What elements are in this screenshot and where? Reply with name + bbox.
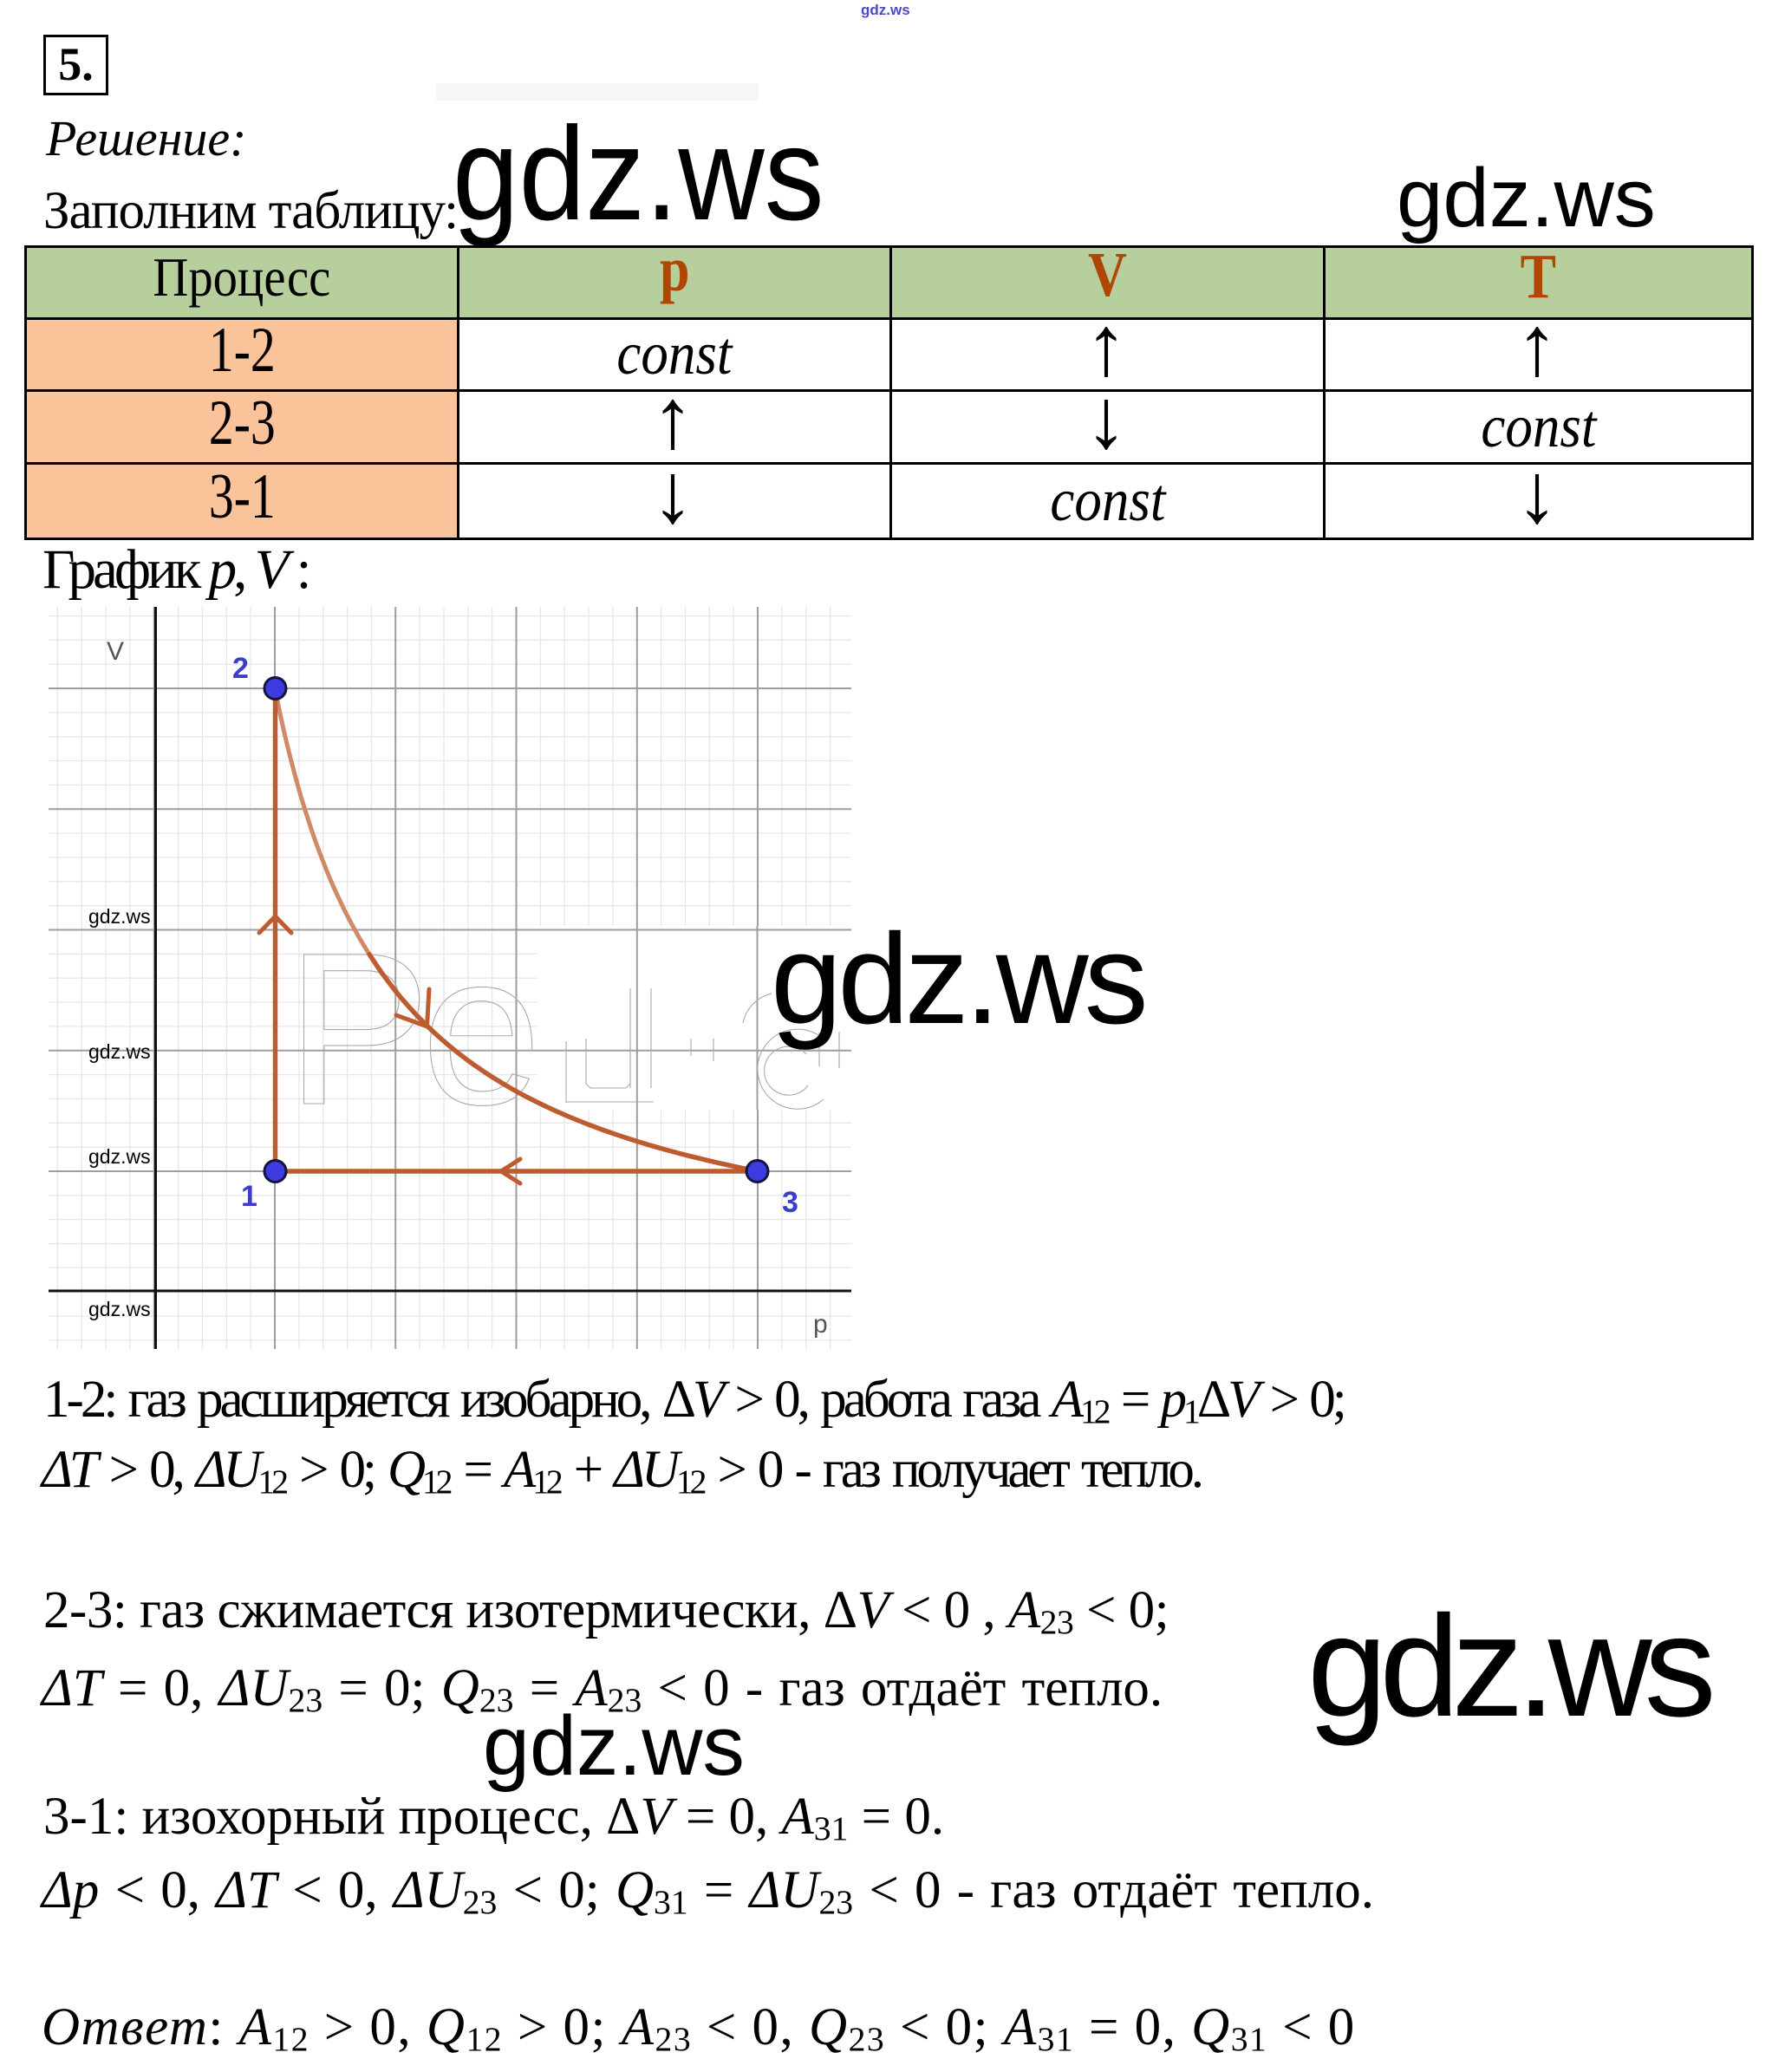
svg-text:Ре: Ре bbox=[286, 908, 542, 1150]
svg-text:p: p bbox=[813, 1310, 828, 1339]
svg-text:1: 1 bbox=[241, 1180, 257, 1213]
svg-text:gdz.ws: gdz.ws bbox=[88, 1040, 151, 1063]
svg-text:3: 3 bbox=[782, 1186, 798, 1219]
svg-text:2: 2 bbox=[232, 652, 249, 685]
svg-text:gdz.ws: gdz.ws bbox=[88, 1145, 151, 1168]
svg-text:gdz.ws: gdz.ws bbox=[88, 1298, 151, 1320]
svg-text:gdz.ws: gdz.ws bbox=[88, 905, 151, 928]
svg-text:V: V bbox=[107, 637, 124, 666]
